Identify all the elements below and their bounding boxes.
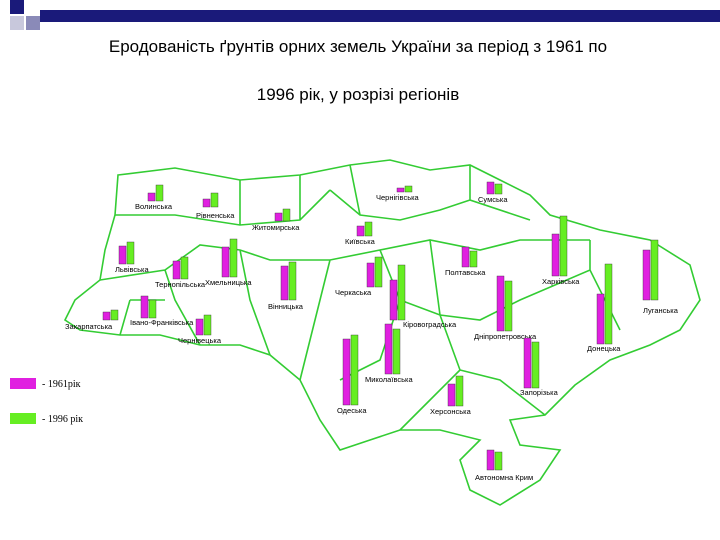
bar <box>392 328 401 375</box>
region-label: Житомирська <box>252 223 300 232</box>
legend-swatch <box>10 413 36 424</box>
region-label: Харківська <box>542 277 580 286</box>
top-band <box>40 10 720 22</box>
region-label: Рівненська <box>196 211 235 220</box>
bar <box>523 337 532 389</box>
region-label: Донецька <box>587 344 621 353</box>
bar <box>342 338 351 406</box>
bar <box>461 246 470 268</box>
bar <box>397 264 406 321</box>
region-label: Автономна Крим <box>475 473 533 482</box>
region-label: Закарпатська <box>65 322 113 331</box>
bar <box>210 192 219 208</box>
bar <box>531 341 540 389</box>
bar <box>559 215 568 277</box>
bar <box>350 334 359 406</box>
title: Еродованість ґрунтів орних земель Україн… <box>109 37 607 56</box>
bar <box>596 293 605 345</box>
bar <box>496 275 505 332</box>
bar <box>396 187 405 193</box>
region-label: Львівська <box>115 265 149 274</box>
region-label: Івано-Франківська <box>130 318 194 327</box>
region-label: Одеська <box>337 406 367 415</box>
bar <box>494 451 503 471</box>
bar <box>172 260 181 280</box>
bar <box>455 375 464 407</box>
deco-square <box>10 16 24 30</box>
bar <box>486 449 495 471</box>
bar <box>364 221 373 237</box>
region-label: Сумська <box>478 195 508 204</box>
map-outline <box>63 159 701 506</box>
bar <box>155 184 164 202</box>
region-label: Чернівецька <box>178 336 222 345</box>
bar <box>140 295 149 319</box>
bar <box>221 246 230 278</box>
region-label: Полтавська <box>445 268 486 277</box>
region-label: Волинська <box>135 202 173 211</box>
region-label: Запорізька <box>520 388 559 397</box>
region-label: Київська <box>345 237 376 246</box>
title: 1996 рік, у розрізі регіонів <box>257 85 459 104</box>
region-label: Херсонська <box>430 407 472 416</box>
bar <box>274 212 283 222</box>
bar <box>642 249 651 301</box>
bar <box>494 183 503 195</box>
bar <box>147 192 156 202</box>
bar <box>486 181 495 195</box>
region-label: Чернігівська <box>376 193 420 202</box>
bar <box>288 261 297 301</box>
bar <box>280 265 289 301</box>
legend-label: - 1996 рік <box>42 414 83 425</box>
region-label: Луганська <box>643 306 679 315</box>
deco-square <box>10 0 24 14</box>
bar <box>504 280 513 332</box>
bar <box>389 279 398 321</box>
bar <box>650 239 659 301</box>
bar <box>180 256 189 280</box>
bar <box>102 311 111 321</box>
bar <box>148 299 157 319</box>
bar <box>126 241 135 265</box>
bar <box>356 225 365 237</box>
bar <box>366 262 375 288</box>
region-label: Черкаська <box>335 288 372 297</box>
deco-square <box>26 16 40 30</box>
bar <box>469 250 478 268</box>
bar <box>229 238 238 278</box>
region-label: Миколаївська <box>365 375 413 384</box>
bar <box>447 383 456 407</box>
legend-label: - 1961рік <box>42 379 81 390</box>
region-label: Хмельницька <box>205 278 252 287</box>
bar <box>282 208 291 222</box>
bar <box>604 263 613 345</box>
region-label: Тернопільська <box>155 280 206 289</box>
bar <box>202 198 211 208</box>
bar <box>110 309 119 321</box>
legend-swatch <box>10 378 36 389</box>
legend: - 1961рік - 1996 рік <box>10 378 83 425</box>
bar <box>195 318 204 336</box>
bar <box>551 233 560 277</box>
bar <box>384 323 393 375</box>
bar <box>374 256 383 288</box>
region-label: Вінницька <box>268 302 304 311</box>
bar <box>118 245 127 265</box>
bar <box>404 185 413 193</box>
region-label: Кіровоградська <box>403 320 457 329</box>
bar <box>203 314 212 336</box>
region-label: Дніпропетровська <box>474 332 537 341</box>
